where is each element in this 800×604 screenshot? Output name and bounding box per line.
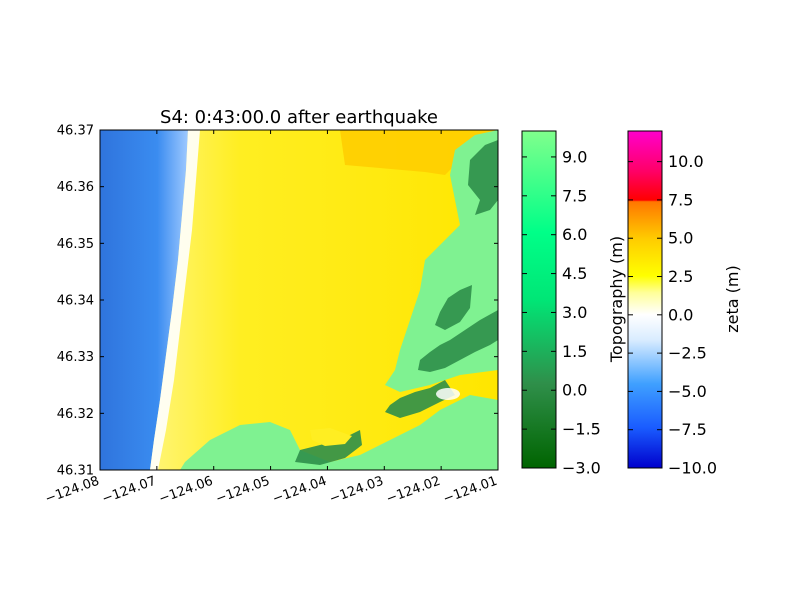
x-tick-label: −124.02 (384, 474, 442, 507)
colorbar-tick-label: −10.0 (668, 459, 717, 478)
colorbar-tick-label: 5.0 (668, 229, 693, 248)
x-tick-label: −124.04 (271, 474, 329, 507)
topography-colorbar-label: Topography (m) (607, 236, 626, 363)
colorbar-tick-label: 6.0 (562, 225, 587, 244)
y-tick-label: 46.35 (57, 237, 94, 252)
y-tick-label: 46.32 (57, 407, 94, 422)
x-tick-label: −124.08 (43, 474, 101, 507)
colorbar-tick-label: −7.5 (668, 420, 707, 439)
zeta-colorbar-ticks: −10.0 −7.5 −5.0 −2.5 0.0 2.5 5.0 7.5 10.0 (628, 152, 717, 478)
zeta-colorbar-gradient (627, 130, 663, 469)
x-tick-label: −124.01 (441, 474, 499, 507)
x-tick-label: −124.05 (214, 474, 272, 507)
colorbar-tick-label: 7.5 (562, 186, 587, 205)
colorbar-tick-label: 10.0 (668, 152, 704, 171)
y-tick-label: 46.34 (57, 294, 94, 309)
colorbar-tick-label: −5.0 (668, 382, 707, 401)
chart-title: S4: 0:43:00.0 after earthquake (160, 107, 438, 128)
inland-pond (436, 388, 460, 400)
colorbar-tick-label: 0.0 (668, 305, 693, 324)
zeta-colorbar-label: zeta (m) (723, 265, 742, 332)
inland-flood-channel (310, 428, 352, 446)
land-region (180, 130, 498, 470)
colorbar-tick-label: 3.0 (562, 303, 587, 322)
x-tick-label: −124.03 (328, 474, 386, 507)
y-tick-label: 46.37 (57, 124, 94, 139)
colorbar-tick-label: 0.0 (562, 381, 587, 400)
zeta-colorbar: −10.0 −7.5 −5.0 −2.5 0.0 2.5 5.0 7.5 10.0 zeta (… (627, 130, 742, 478)
y-tick-label: 46.31 (57, 464, 94, 479)
colorbar-tick-label: 2.5 (668, 267, 693, 286)
low-land-region (295, 140, 498, 465)
deep-inundation-region (340, 130, 498, 175)
colorbar-tick-label: −3.0 (562, 459, 601, 478)
topography-colorbar: −3.0 −1.5 0.0 1.5 3.0 4.5 6.0 7.5 9.0 Topography… (521, 130, 626, 478)
colorbar-tick-label: 4.5 (562, 264, 587, 283)
colorbar-tick-label: 9.0 (562, 147, 587, 166)
colorbar-tick-label: −1.5 (562, 420, 601, 439)
colorbar-tick-label: −2.5 (668, 344, 707, 363)
map-plot-area (100, 130, 498, 470)
colorbar-tick-label: 7.5 (668, 190, 693, 209)
land-region-east (385, 130, 498, 392)
x-tick-label: −124.07 (100, 474, 158, 507)
topography-colorbar-ticks: −3.0 −1.5 0.0 1.5 3.0 4.5 6.0 7.5 9.0 (522, 147, 601, 478)
ocean-region (100, 130, 188, 470)
topography-colorbar-gradient (521, 130, 557, 469)
surf-zone-region (150, 130, 200, 470)
y-tick-label: 46.36 (57, 180, 94, 195)
y-axis: 46.31 46.32 46.33 46.34 46.35 46.36 46.37 (57, 124, 498, 479)
y-tick-label: 46.33 (57, 350, 94, 365)
x-tick-label: −124.06 (157, 474, 215, 507)
colorbar-tick-label: 1.5 (562, 342, 587, 361)
